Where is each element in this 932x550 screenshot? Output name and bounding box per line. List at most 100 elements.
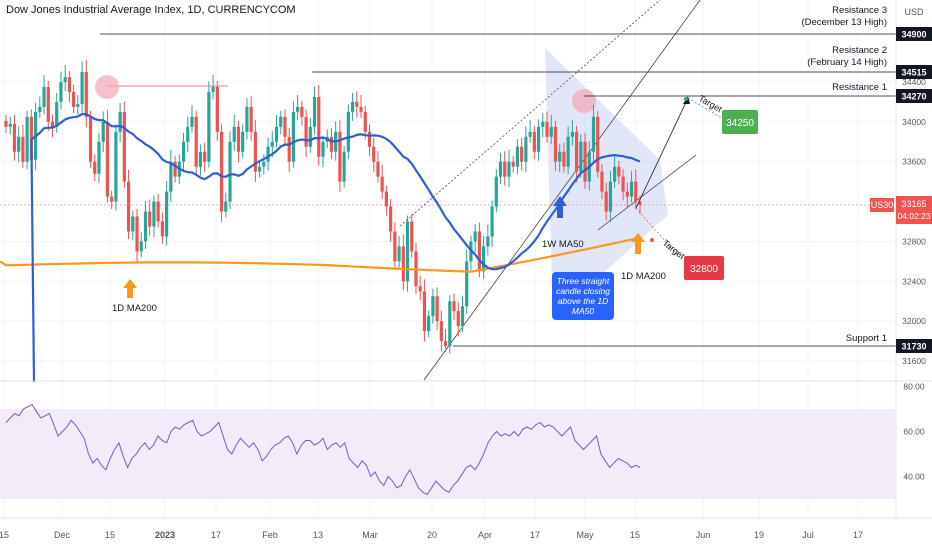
candle-body <box>50 121 55 127</box>
candle-body <box>101 121 105 142</box>
candle-body <box>545 121 549 137</box>
time-tick-label: Apr <box>478 530 492 540</box>
candle-body <box>528 131 532 137</box>
resistance-touch-circle <box>95 75 119 99</box>
candle-body <box>308 126 312 147</box>
target-up-arrow <box>635 97 689 209</box>
time-tick-label: Jun <box>696 530 711 540</box>
candle-body <box>329 136 334 152</box>
candle-body <box>376 161 380 177</box>
candle-body <box>148 211 152 227</box>
candle-body <box>553 126 558 162</box>
ma50-line <box>30 112 641 383</box>
candle-body <box>105 121 110 197</box>
resistance-touch-circle <box>572 89 596 113</box>
price-tick-label: 32800 <box>902 236 926 246</box>
candle-body <box>135 216 139 252</box>
candle-body <box>8 123 12 127</box>
candle-body <box>55 101 59 127</box>
countdown-value: 04:02:23 <box>897 211 930 221</box>
candle-body <box>88 116 93 162</box>
candle-body <box>181 141 186 162</box>
candle-body <box>346 111 350 152</box>
candle-body <box>262 161 266 167</box>
candle-body <box>122 111 126 182</box>
candle-body <box>482 246 486 272</box>
arrow-up-icon <box>553 196 567 218</box>
candle-body <box>114 131 118 202</box>
price-tick-label: 31600 <box>902 356 926 366</box>
candle-body <box>342 151 346 182</box>
candle-body <box>67 77 71 92</box>
time-tick-label: 17 <box>211 530 221 540</box>
candle-body <box>566 136 570 167</box>
candle-body <box>173 161 177 177</box>
candle-body <box>63 77 67 82</box>
candle-body <box>93 161 97 174</box>
candle-body <box>448 301 452 347</box>
candle-body <box>72 91 76 107</box>
candle-body <box>25 116 29 162</box>
candle-body <box>380 176 384 192</box>
candle-body <box>570 131 574 137</box>
candle-body <box>42 86 46 107</box>
candle-body <box>629 181 634 197</box>
candle-body <box>613 166 617 182</box>
time-tick-label: 20 <box>427 530 437 540</box>
time-tick-label: 19 <box>754 530 764 540</box>
price-axis[interactable] <box>896 0 932 518</box>
candle-body <box>473 231 477 242</box>
level-tag-value: 34515 <box>901 68 926 78</box>
price-tick-label: 32000 <box>902 316 926 326</box>
candle-body <box>384 191 388 207</box>
arrow-up-icon <box>631 233 645 254</box>
candle-body <box>524 136 528 162</box>
candle-body <box>575 131 579 172</box>
candle-body <box>249 106 253 132</box>
candle-body <box>38 106 42 112</box>
annotation-1d-ma200-right: 1D MA200 <box>621 271 666 282</box>
candle-body <box>393 231 397 262</box>
candle-body <box>418 286 422 292</box>
time-tick-label: Feb <box>262 530 278 540</box>
candle-body <box>296 106 300 112</box>
level-tag <box>896 339 932 353</box>
candle-body <box>456 311 460 327</box>
candle-body <box>460 306 465 327</box>
resistance-2-label: Resistance 2 <box>832 45 887 56</box>
price-tick-label: 33600 <box>902 157 926 167</box>
candle-body <box>304 116 308 147</box>
current-price-value: 33165 <box>901 199 926 209</box>
candle-body <box>600 171 604 192</box>
candle-body <box>266 146 270 162</box>
candle-body <box>291 111 296 162</box>
target-32800-line <box>635 207 681 259</box>
resistance-3-sublabel: (December 13 High) <box>801 17 887 28</box>
resistance-3-label: Resistance 3 <box>832 5 887 16</box>
candle-body <box>270 141 274 147</box>
candle-body <box>498 161 503 177</box>
candle-body <box>17 136 21 152</box>
time-tick-label: 15 <box>630 530 640 540</box>
candle-body <box>317 96 321 157</box>
resistance-2-sublabel: (February 14 High) <box>807 57 887 68</box>
time-axis-ticks: 15 Dec 15 2023 17 Feb 13 Mar 20 Apr 17 May 15 Jun 19 Ju… <box>0 530 863 540</box>
candle-body <box>591 116 596 152</box>
candle-body <box>207 91 211 162</box>
candle-body <box>596 116 600 172</box>
candle-body <box>215 86 219 132</box>
target-34250-box <box>722 110 758 134</box>
candle-body <box>579 141 583 172</box>
candle-body <box>490 206 494 237</box>
price-tick-label: 34400 <box>902 77 926 87</box>
level-tag <box>896 27 932 41</box>
symbol-tag <box>870 198 894 212</box>
annotation-1d-ma200-left: 1D MA200 <box>112 303 157 314</box>
target-32800-box <box>684 256 724 280</box>
time-tick-label: Dec <box>54 530 71 540</box>
level-tag <box>896 89 932 103</box>
candle-body <box>604 191 608 212</box>
three-candle-annotation: Three straight candle closing above the … <box>552 272 614 320</box>
candle-body <box>355 101 359 107</box>
